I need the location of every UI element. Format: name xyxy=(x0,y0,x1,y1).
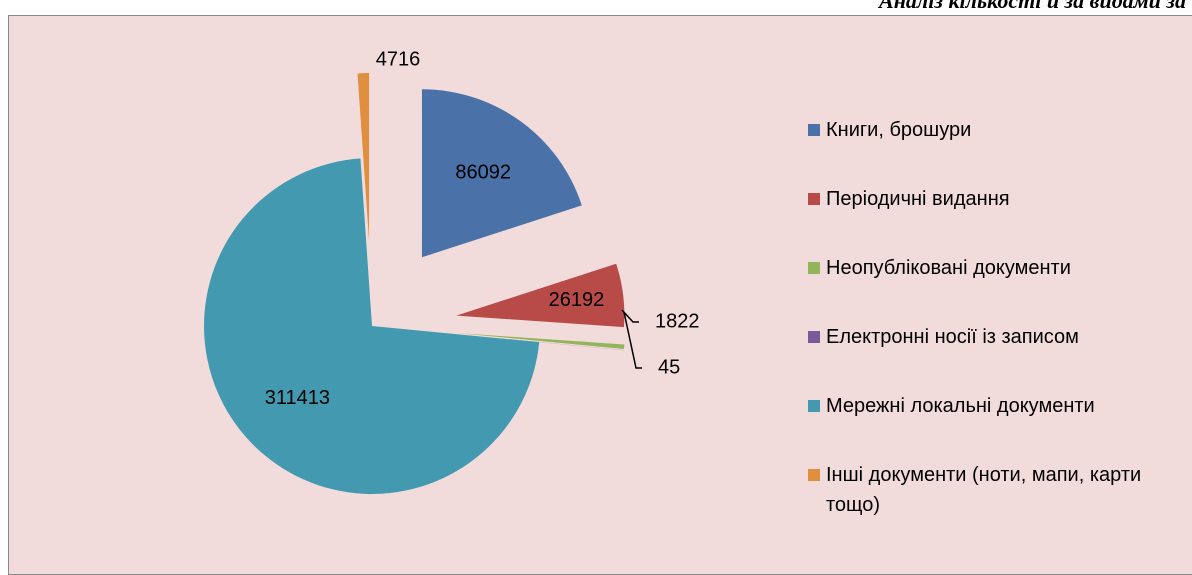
legend: Книги, брошури Періодичні видання Неопублі… xyxy=(808,115,1168,559)
legend-item: Неопубліковані документи xyxy=(808,253,1168,283)
legend-label: Електронні носії із записом xyxy=(826,326,1079,348)
pie-slice xyxy=(456,332,625,349)
leader-line xyxy=(623,311,642,369)
pie-slice xyxy=(456,263,625,328)
legend-label: Інші документи (ноти, мапи, карти тощо) xyxy=(826,464,1142,516)
pie-slice xyxy=(456,334,624,351)
legend-swatch xyxy=(808,331,820,343)
data-label: 1822 xyxy=(655,310,700,332)
data-label: 311413 xyxy=(265,387,330,409)
leader-line xyxy=(621,309,639,323)
legend-swatch xyxy=(808,124,820,136)
legend-label: Періодичні видання xyxy=(826,188,1010,210)
pie-slice xyxy=(204,158,540,495)
legend-label: Неопубліковані документи xyxy=(826,257,1071,279)
legend-swatch xyxy=(808,262,820,274)
legend-swatch xyxy=(808,469,820,481)
data-label: 45 xyxy=(658,356,680,378)
legend-swatch xyxy=(808,400,820,412)
legend-item: Інші документи (ноти, мапи, карти тощо) xyxy=(808,460,1168,520)
pie-slice xyxy=(357,73,370,242)
data-label: 26192 xyxy=(549,289,605,311)
legend-item: Електронні носії із записом xyxy=(808,322,1168,352)
legend-label: Книги, брошури xyxy=(826,119,972,141)
legend-swatch xyxy=(808,193,820,205)
legend-item: Періодичні видання xyxy=(808,184,1168,214)
pie-slice xyxy=(421,89,582,258)
chart-title: Аналіз кількості й за видами за xyxy=(879,0,1186,13)
data-label: 4716 xyxy=(376,48,421,70)
legend-item: Мережні локальні документи xyxy=(808,391,1168,421)
legend-item: Книги, брошури xyxy=(808,115,1168,145)
data-label: 86092 xyxy=(455,161,511,183)
legend-label: Мережні локальні документи xyxy=(826,395,1095,417)
